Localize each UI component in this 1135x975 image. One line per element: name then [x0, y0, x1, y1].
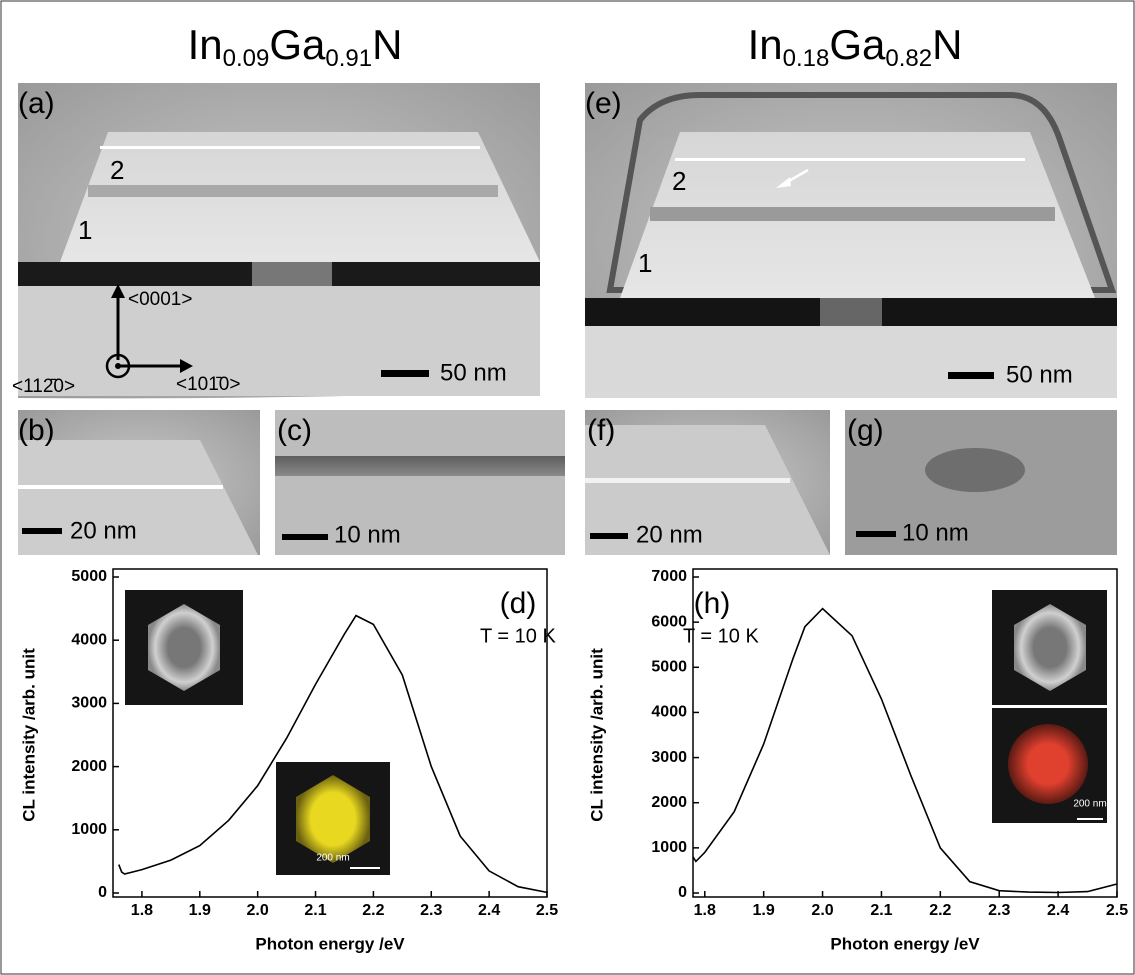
y-tick-label: 2000 [71, 758, 107, 775]
x-tick-label: 2.5 [536, 902, 558, 919]
annotation: T = 10 K [480, 625, 556, 647]
heading: In0.09Ga0.91N [188, 21, 403, 72]
scale-bar-label: 50 nm [440, 359, 507, 386]
x-tick-label: 1.8 [131, 902, 153, 919]
panel-label: (a) [18, 87, 55, 120]
micrograph-a [18, 83, 540, 398]
x-tick-label: 2.2 [929, 902, 951, 919]
y-tick-label: 4000 [71, 631, 107, 648]
y-tick-label: 2000 [651, 794, 687, 811]
x-tick-label: 2.0 [247, 902, 269, 919]
heading: In0.18Ga0.82N [748, 21, 963, 72]
y-tick-label: 1000 [651, 839, 687, 856]
layer-label: 2 [672, 166, 686, 196]
micrograph-f [585, 410, 830, 555]
y-tick-label: 1000 [71, 821, 107, 838]
y-tick-label: 0 [98, 884, 107, 901]
x-tick-label: 2.5 [1106, 902, 1128, 919]
micrograph-c [275, 410, 565, 555]
x-tick-label: 2.3 [420, 902, 442, 919]
x-axis-title: Photon energy /eV [830, 934, 980, 953]
micrograph-g [845, 410, 1117, 555]
direction: <101̄0> [176, 374, 240, 395]
scale-bar-label: 20 nm [70, 517, 137, 544]
y-tick-label: 3000 [71, 695, 107, 712]
scale-bar-label: 50 nm [1006, 361, 1073, 388]
inset-image [125, 590, 1107, 875]
x-tick-label: 2.1 [870, 902, 892, 919]
panel-label: (c) [277, 414, 312, 447]
y-tick-label: 4000 [651, 704, 687, 721]
panel-label: (h) [694, 587, 731, 620]
x-tick-label: 1.9 [753, 902, 775, 919]
y-tick-label: 5000 [71, 568, 107, 585]
y-tick-label: 7000 [651, 568, 687, 585]
y-tick-label: 3000 [651, 749, 687, 766]
scale-bar-label: 20 nm [636, 521, 703, 548]
y-axis-title: CL intensity /arb. unit [19, 648, 38, 822]
x-tick-label: 2.4 [478, 902, 500, 919]
x-tick-label: 2.4 [1047, 902, 1069, 919]
panel-label: (g) [847, 414, 884, 447]
scale-bar-label: 10 nm [902, 519, 969, 546]
y-axis-title: CL intensity /arb. unit [587, 648, 606, 822]
direction: <112̄0> [12, 376, 75, 397]
x-tick-label: 2.3 [988, 902, 1010, 919]
panel-label: (e) [585, 87, 622, 120]
direction: <0001> [128, 289, 192, 310]
panel-label: (f) [587, 414, 615, 447]
figure: In0.09Ga0.91N In0.18Ga0.82N (a) 2 1 <000… [0, 0, 1135, 975]
x-axis-title: Photon energy /eV [255, 934, 405, 953]
y-tick-label: 6000 [651, 613, 687, 630]
y-tick-label: 0 [678, 884, 687, 901]
x-tick-label: 1.8 [694, 902, 716, 919]
annotation: T = 10 K [683, 625, 759, 647]
panel-label: (d) [500, 587, 537, 620]
y-tick-label: 5000 [651, 659, 687, 676]
layer-label: 2 [110, 155, 124, 185]
micrograph-e [585, 83, 1117, 398]
scale-bar-label: 10 nm [334, 521, 401, 548]
x-tick-label: 1.9 [189, 902, 211, 919]
x-tick-label: 2.2 [362, 902, 384, 919]
inset-scale-label: 200 nm [316, 853, 349, 864]
panel-label: (b) [18, 414, 55, 447]
x-tick-label: 2.0 [811, 902, 833, 919]
layer-label: 1 [78, 215, 92, 245]
x-tick-label: 2.1 [304, 902, 326, 919]
inset-scale-label: 200 nm [1073, 799, 1106, 810]
layer-label: 1 [638, 248, 652, 278]
